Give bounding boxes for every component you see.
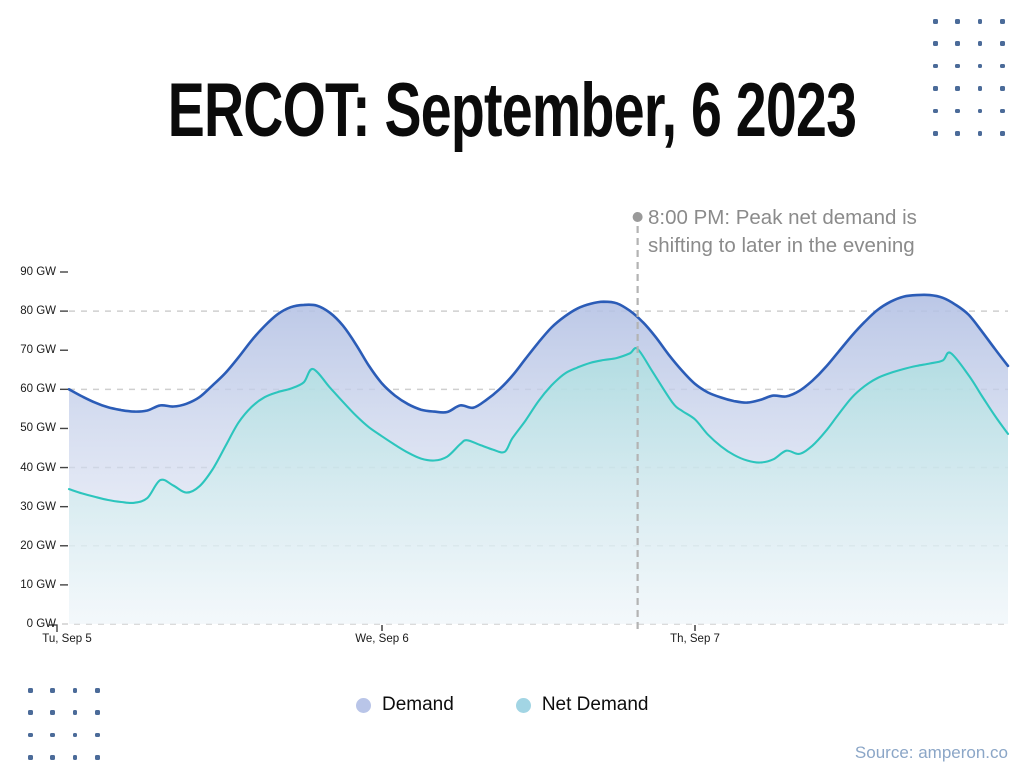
decor-dot (72, 710, 78, 715)
decor-dot (933, 41, 938, 46)
y-axis-label-0gw: 0 GW (26, 618, 56, 630)
decor-dot (95, 688, 100, 693)
peak-annotation: 8:00 PM: Peak net demand is shifting to … (648, 204, 978, 259)
net-demand-area (69, 348, 1008, 624)
decor-dot (28, 755, 33, 760)
decor-dot (955, 63, 960, 69)
y-axis-label-10gw: 10 GW (20, 578, 56, 591)
y-axis-label-40gw: 40 GW (20, 461, 56, 474)
decor-dot (72, 732, 78, 738)
decor-dot (933, 19, 938, 24)
y-axis-label-20gw: 20 GW (20, 539, 56, 552)
decor-dot (50, 688, 55, 693)
legend-item-net-demand: Net Demand (515, 694, 649, 716)
decor-dot (1000, 86, 1005, 91)
x-axis-label-we-sep-6: We, Sep 6 (355, 633, 409, 645)
decor-dot (1000, 41, 1005, 46)
decor-dot (977, 108, 983, 114)
annotation-line-1: 8:00 PM: Peak net demand is (648, 206, 917, 229)
decor-dot (977, 86, 983, 91)
decor-dot (933, 63, 938, 69)
decor-dot (955, 19, 960, 24)
decorative-dot-grid-bottom-left (28, 688, 118, 768)
y-axis-label-70gw: 70 GW (20, 344, 56, 357)
decor-dot (933, 86, 938, 91)
decor-dot (955, 86, 960, 91)
source-credit: Source: amperon.co (854, 743, 1008, 762)
decor-dot (1000, 63, 1005, 69)
decor-dot (28, 688, 33, 693)
y-axis-label-90gw: 90 GW (20, 266, 56, 278)
decor-dot (50, 732, 55, 738)
decor-dot (28, 732, 33, 738)
decor-dot (955, 41, 960, 46)
decor-dot (955, 108, 960, 114)
decor-dot (933, 131, 938, 136)
annotation-pin-icon (632, 212, 643, 222)
page-title: ERCOT: September, 6 2023 (167, 68, 857, 153)
decor-dot (72, 688, 78, 693)
y-axis-label-30gw: 30 GW (20, 500, 56, 513)
x-axis-origin-bracket (49, 624, 58, 632)
y-axis-label-50gw: 50 GW (20, 422, 56, 435)
decor-dot (977, 19, 983, 24)
decor-dot (72, 755, 78, 760)
annotation-line-2: shifting to later in the evening (648, 233, 915, 257)
y-axis-label-80gw: 80 GW (20, 305, 56, 318)
decor-dot (977, 131, 983, 136)
decor-dot (50, 755, 55, 760)
demand-swatch-icon (356, 697, 371, 713)
decor-dot (95, 710, 100, 715)
decor-dot (28, 710, 33, 715)
y-axis-label-60gw: 60 GW (20, 383, 56, 396)
decor-dot (50, 710, 55, 715)
x-axis-label-th-sep-7: Th, Sep 7 (670, 633, 720, 645)
legend-item-demand: Demand (356, 694, 454, 716)
legend-label-demand: Demand (382, 694, 454, 715)
decor-dot (95, 732, 100, 738)
legend-label-net-demand: Net Demand (541, 694, 649, 715)
decor-dot (977, 41, 983, 46)
decor-dot (1000, 19, 1005, 24)
demand-line (67, 293, 1010, 414)
decor-dot (955, 131, 960, 136)
x-axis-label-tu-sep-5: Tu, Sep 5 (42, 633, 92, 645)
decor-dot (933, 108, 938, 114)
decor-dot (977, 63, 983, 69)
net-demand-line (67, 347, 1010, 505)
net-demand-swatch-icon (515, 697, 531, 713)
decor-dot (1000, 108, 1005, 114)
chart-legend: Demand Net Demand (356, 694, 649, 716)
decor-dot (1000, 131, 1005, 136)
decorative-dot-grid-top-right (933, 19, 1023, 154)
decor-dot (95, 755, 100, 760)
